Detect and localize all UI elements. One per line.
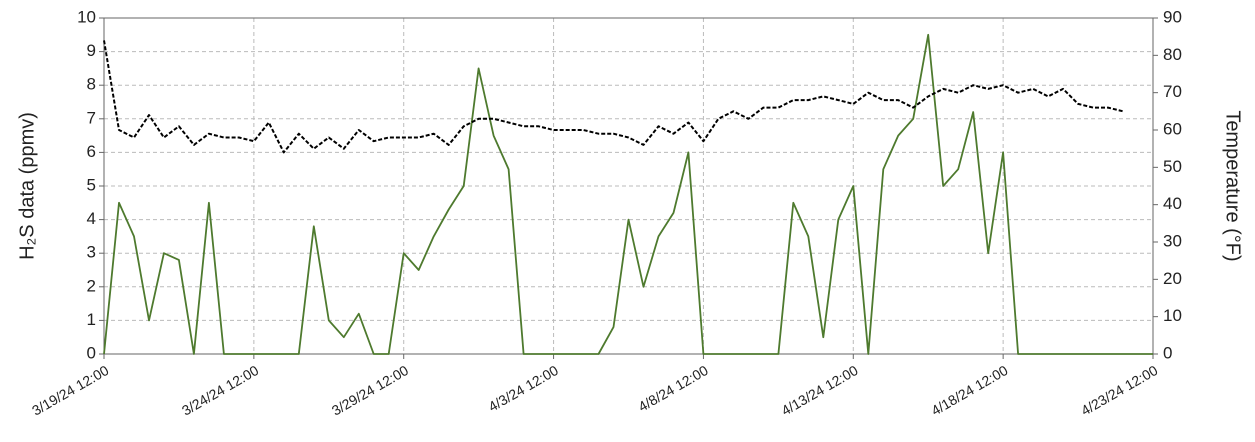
x-tick-label: 4/23/24 12:00: [1078, 362, 1160, 419]
y-axis-title: H₂S data (ppmv): [16, 112, 38, 260]
y2-tick-label: 20: [1163, 269, 1182, 288]
x-tick-label: 3/19/24 12:00: [29, 362, 111, 419]
x-tick-label: 3/29/24 12:00: [329, 362, 411, 419]
x-tick-label: 4/3/24 12:00: [485, 362, 561, 415]
y-tick-label: 8: [87, 75, 96, 94]
y2-tick-label: 40: [1163, 194, 1182, 213]
x-tick-label: 4/18/24 12:00: [928, 362, 1010, 419]
data-line: [103, 33, 1153, 355]
y-tick-label: 1: [87, 310, 96, 329]
y-tick-label: 4: [87, 209, 96, 228]
plot-frame: [103, 17, 1154, 355]
y2-tick-label: 0: [1163, 343, 1172, 362]
y2-tick-label: 70: [1163, 82, 1182, 101]
y2-tick-label: 90: [1163, 7, 1182, 26]
y2-tick-label: 60: [1163, 119, 1182, 138]
y2-axis-title: Temperature (°F): [1222, 110, 1244, 261]
y-tick-label: 5: [87, 175, 96, 194]
x-tick-label: 4/13/24 12:00: [778, 362, 860, 419]
y2-tick-label: 80: [1163, 45, 1182, 64]
y-tick-label: 0: [87, 343, 96, 362]
y-tick-label: 7: [87, 108, 96, 127]
data-line: [103, 40, 1124, 154]
y-tick-label: 6: [87, 142, 96, 161]
y-tick-label: 2: [87, 276, 96, 295]
y-tick-label: 3: [87, 243, 96, 262]
y-tick-label: 9: [87, 41, 96, 60]
x-tick-label: 3/24/24 12:00: [179, 362, 261, 419]
y2-tick-label: 10: [1163, 306, 1182, 325]
y-tick-label: 10: [77, 7, 96, 26]
x-tick-label: 4/8/24 12:00: [635, 362, 711, 415]
y2-tick-label: 50: [1163, 157, 1182, 176]
y2-tick-label: 30: [1163, 231, 1182, 250]
